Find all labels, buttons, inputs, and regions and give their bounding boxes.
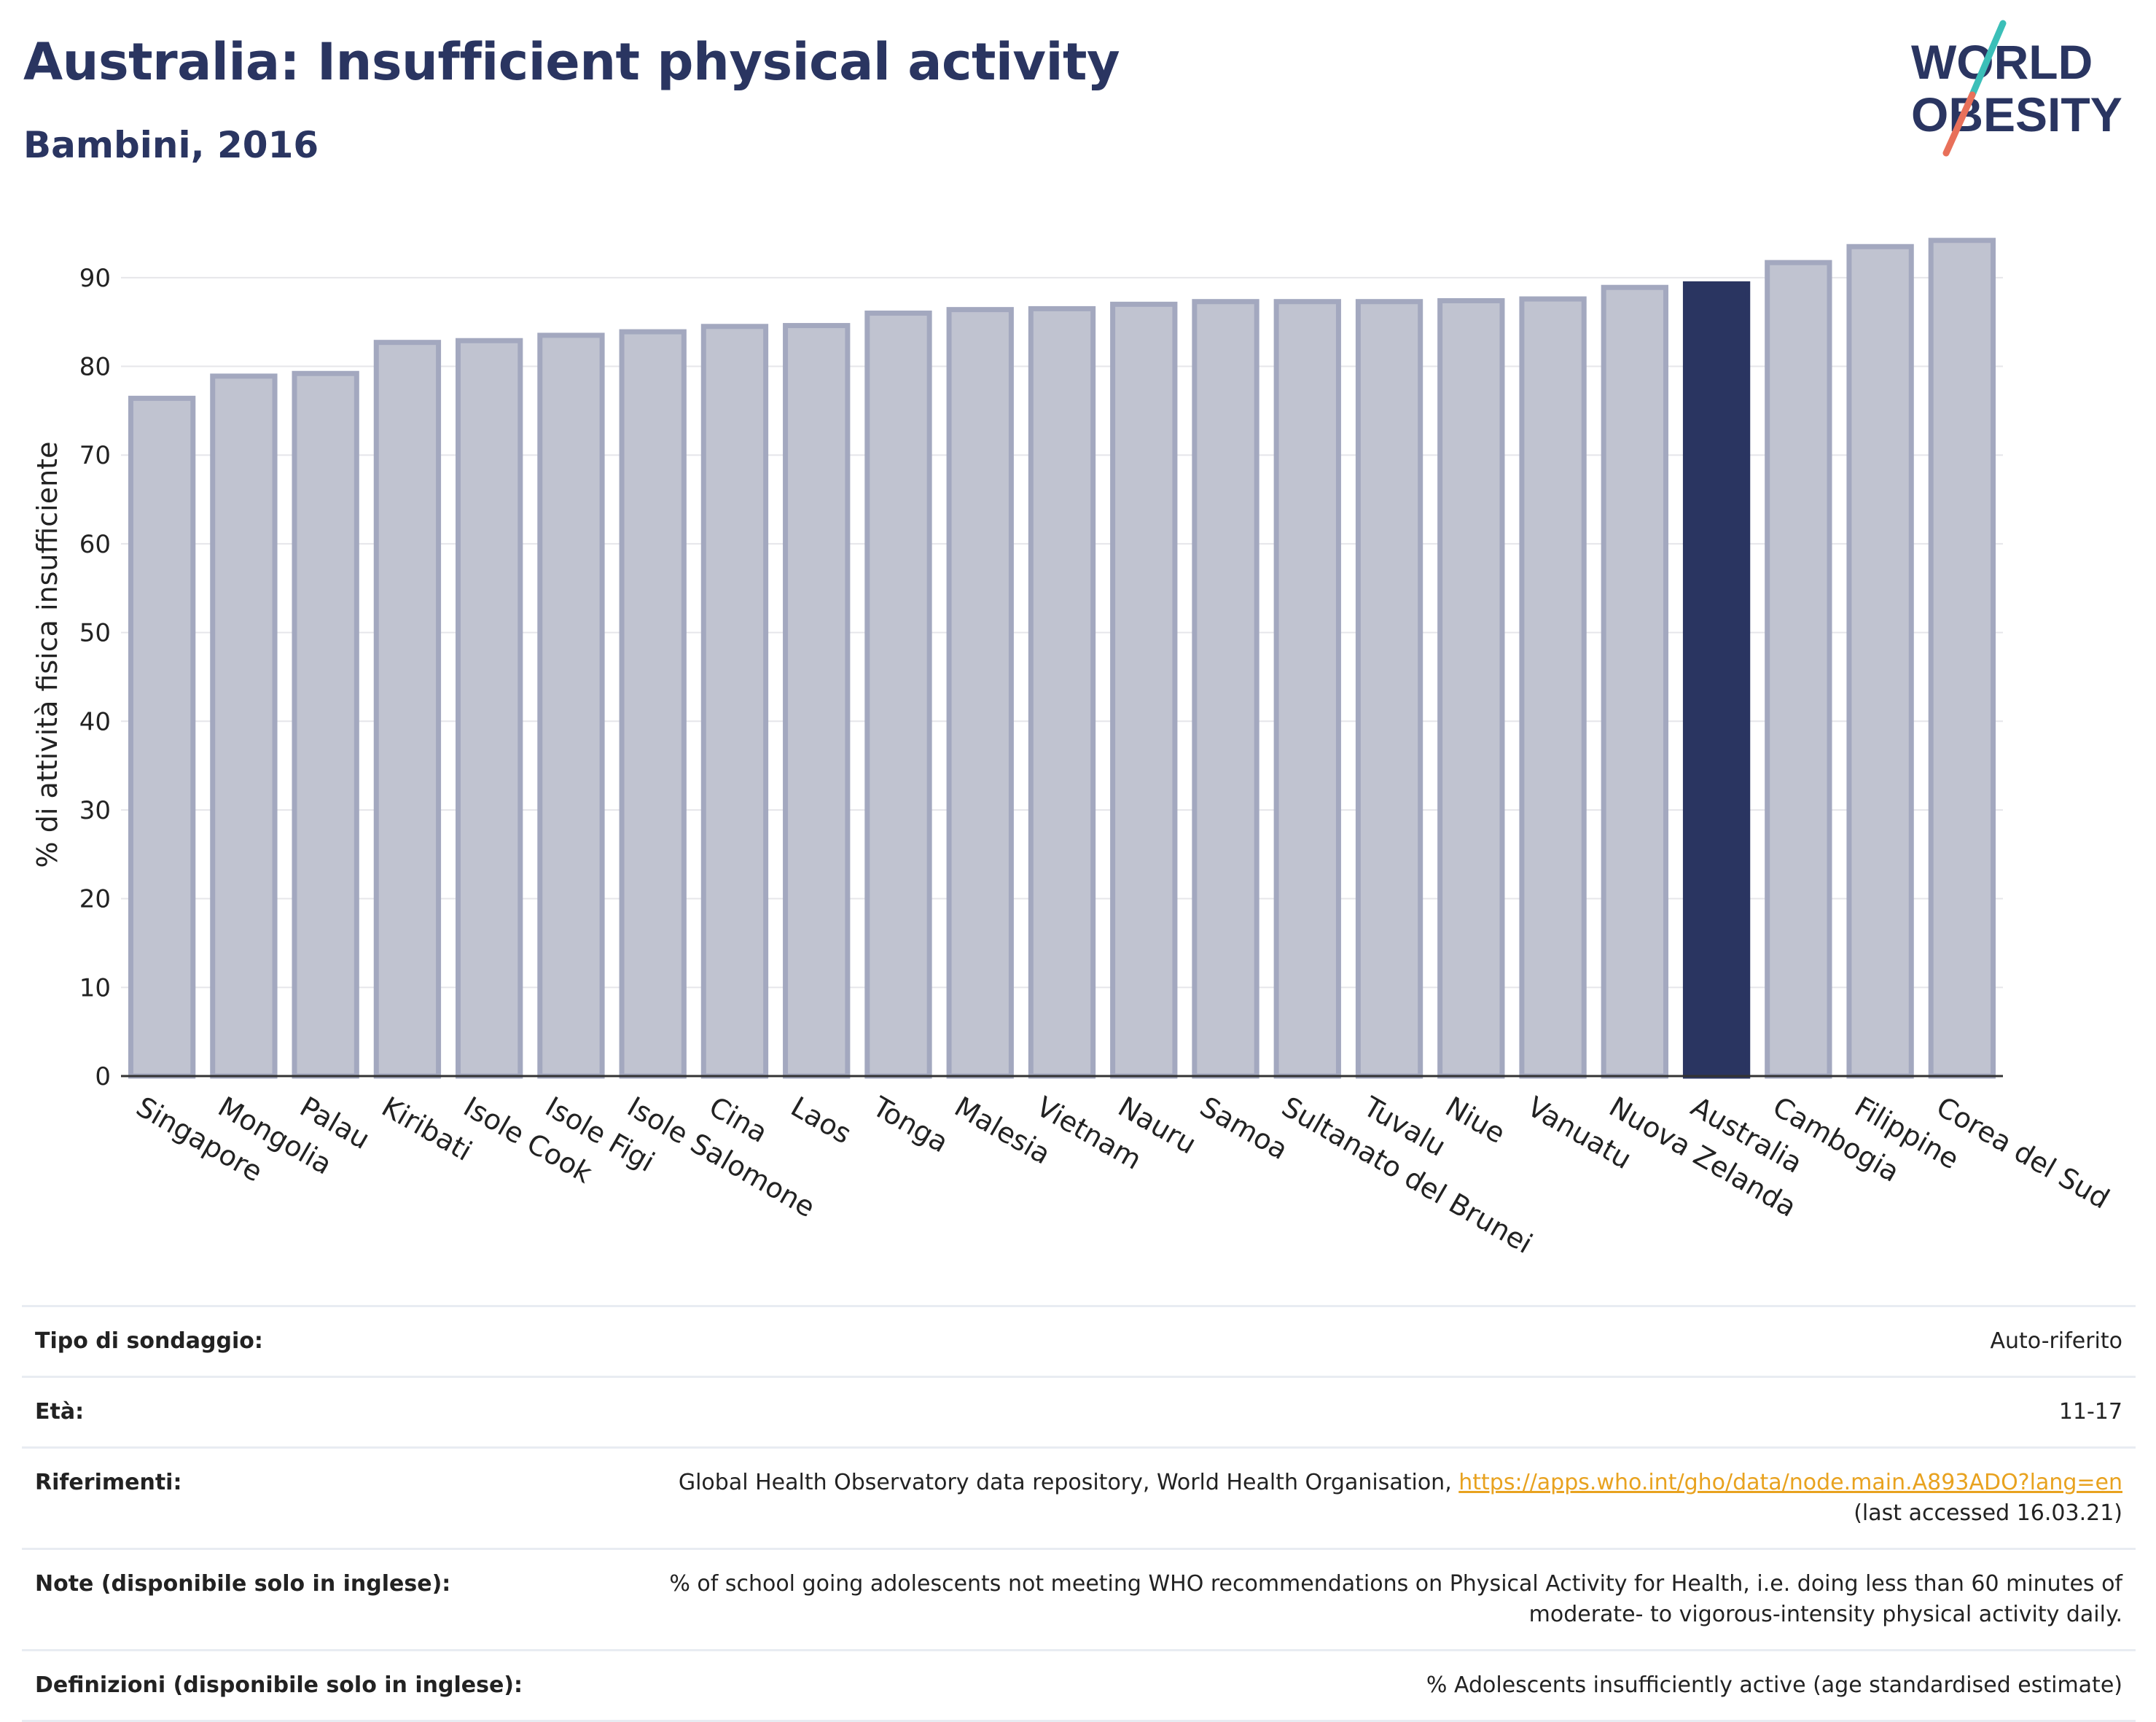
- notes-line-1: % of school going adolescents not meetin…: [669, 1571, 2122, 1597]
- y-tick-label: 40: [79, 707, 111, 736]
- info-value: 11-17: [2058, 1399, 2122, 1425]
- y-tick-labels: 0 10 20 30 40 50 60 70 80 90: [79, 264, 111, 1091]
- y-tick-label: 70: [79, 441, 111, 470]
- y-tick-label: 50: [79, 619, 111, 648]
- y-tick-label: 0: [95, 1062, 111, 1091]
- bar-palau: [292, 370, 359, 1079]
- info-key: Tipo di sondaggio:: [35, 1328, 263, 1354]
- y-tick-label: 80: [79, 353, 111, 382]
- info-row-definitions: Definizioni (disponibile solo in inglese…: [22, 1650, 2136, 1721]
- bar-vietnam: [1028, 305, 1096, 1079]
- bar-mongolia: [210, 373, 278, 1079]
- chart-title: Australia: Insufficient physical activit…: [23, 32, 1120, 92]
- bar-sultanato-del-brunei: [1273, 299, 1341, 1079]
- info-key: Note (disponibile solo in inglese):: [35, 1571, 451, 1597]
- logo-slash-teal: [1969, 20, 2007, 98]
- y-tick-label: 10: [79, 973, 111, 1002]
- bar-nuova-zelanda: [1601, 284, 1668, 1079]
- bar-samoa: [1192, 299, 1259, 1079]
- bar-chart: 0 10 20 30 40 50 60 70 80 90 SingaporeMongoliaPal…: [31, 238, 2115, 1260]
- bar-isole-cook: [456, 338, 523, 1079]
- info-key: Età:: [35, 1399, 85, 1425]
- bars: [128, 238, 1996, 1079]
- logo-text-obesity: OBESITY: [1911, 87, 2122, 141]
- x-tick-label: Tonga: [867, 1090, 953, 1158]
- y-tick-label: 60: [79, 530, 111, 559]
- bar-singapore: [128, 395, 196, 1079]
- info-row-references: Riferimenti: Global Health Observatory d…: [22, 1447, 2136, 1549]
- bar-malesia: [946, 307, 1014, 1079]
- bar-kiribati: [373, 340, 442, 1079]
- bar-filippine: [1846, 244, 1914, 1079]
- bar-tuvalu: [1355, 299, 1423, 1079]
- notes-line-2: moderate- to vigorous-intensity physical…: [1528, 1602, 2122, 1627]
- world-obesity-logo: WORLD OBESITY: [1911, 20, 2122, 157]
- bar-isole-figi: [537, 332, 605, 1079]
- info-value: % Adolescents insufficiently active (age…: [1426, 1672, 2122, 1698]
- x-tick-label: Laos: [786, 1091, 857, 1150]
- info-value: Auto-riferito: [1990, 1328, 2122, 1354]
- y-tick-label: 20: [79, 885, 111, 914]
- bar-nauru: [1110, 301, 1178, 1079]
- chart-subtitle: Bambini, 2016: [23, 124, 319, 166]
- info-value: Global Health Observatory data repositor…: [558, 1448, 2136, 1549]
- x-tick-label: Samoa: [1195, 1091, 1293, 1166]
- y-tick-label: 90: [79, 264, 111, 293]
- bar-vanuatu: [1519, 296, 1587, 1079]
- info-key: Riferimenti:: [35, 1470, 182, 1495]
- x-tick-label: Niue: [1440, 1091, 1511, 1150]
- bar-niue: [1437, 297, 1505, 1079]
- bar-corea-del-sud: [1928, 238, 1996, 1079]
- info-value: % of school going adolescents not meetin…: [558, 1549, 2136, 1651]
- y-tick-label: 30: [79, 796, 111, 825]
- bar-cina: [700, 324, 769, 1079]
- bar-cambogia: [1765, 260, 1832, 1079]
- reference-link[interactable]: https://apps.who.int/gho/data/node.main.…: [1458, 1470, 2122, 1495]
- bar-isole-salomone: [619, 329, 687, 1079]
- bar-australia: [1682, 281, 1751, 1079]
- logo-slash-coral: [1942, 91, 1976, 157]
- x-tick-label: Kiribati: [376, 1091, 477, 1167]
- info-row-age: Età: 11-17: [22, 1376, 2136, 1448]
- reference-text: Global Health Observatory data repositor…: [678, 1470, 1459, 1495]
- info-row-survey-type: Tipo di sondaggio: Auto-riferito: [22, 1306, 2136, 1377]
- bar-tonga: [864, 311, 932, 1079]
- logo-text-world: WORLD: [1911, 35, 2093, 89]
- bar-laos: [783, 323, 851, 1079]
- info-row-notes: Note (disponibile solo in inglese): % of…: [22, 1548, 2136, 1651]
- info-key: Definizioni (disponibile solo in inglese…: [35, 1672, 523, 1698]
- reference-accessed: (last accessed 16.03.21): [1854, 1500, 2122, 1526]
- metadata-table: Tipo di sondaggio: Auto-riferito Età: 11…: [22, 1305, 2136, 1722]
- y-axis-label: % di attività fisica insufficiente: [31, 442, 63, 868]
